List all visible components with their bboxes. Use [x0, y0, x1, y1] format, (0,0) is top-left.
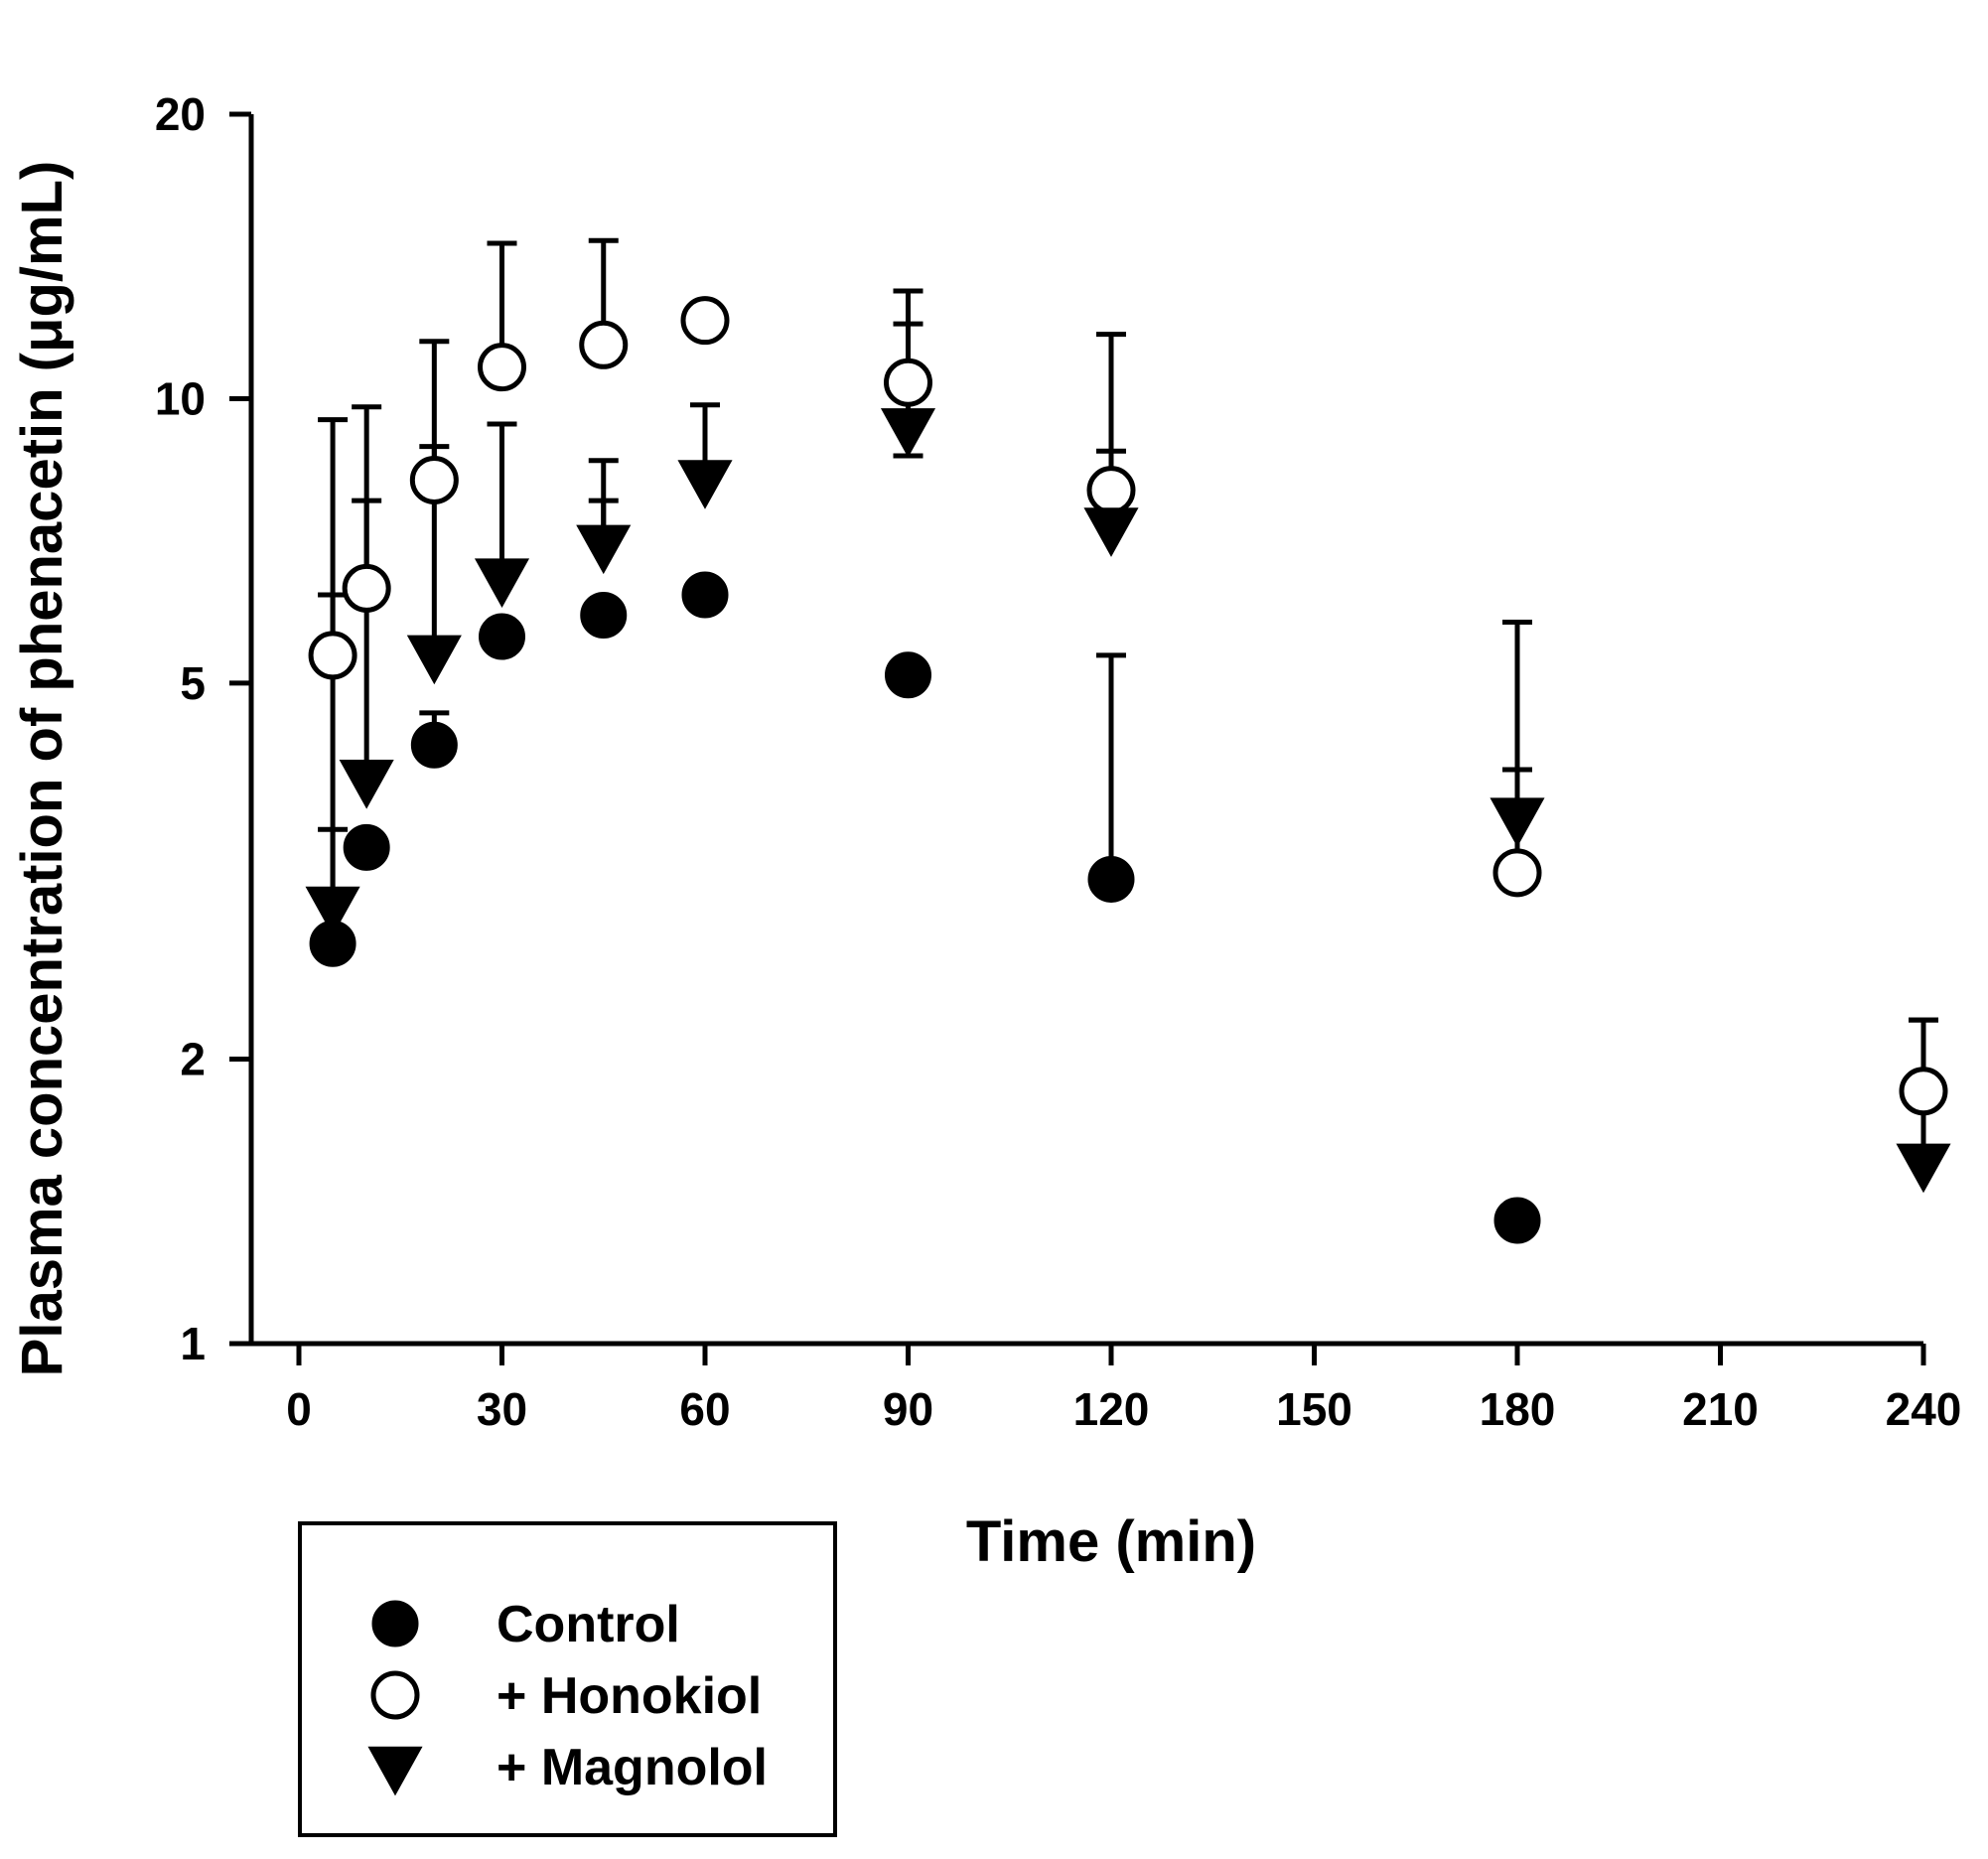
data-point-magnolol	[1896, 1143, 1951, 1194]
data-point-magnolol	[677, 460, 733, 509]
y-ticks: 1 2 5 10 20	[155, 88, 251, 1369]
x-tick-label: 120	[1073, 1383, 1150, 1435]
data-point-magnolol	[1490, 797, 1545, 847]
data-point-control	[1493, 1197, 1541, 1244]
data-point-magnolol	[339, 760, 394, 809]
y-tick-label: 1	[180, 1318, 206, 1369]
x-tick-label: 180	[1480, 1383, 1556, 1435]
data-point-honokiol	[342, 563, 391, 613]
y-tick-label: 2	[180, 1034, 206, 1085]
x-tick-label: 210	[1682, 1383, 1759, 1435]
legend-label-magnolol: + Magnolol	[497, 1739, 768, 1796]
y-tick-label: 10	[155, 372, 206, 424]
data-point-magnolol	[1083, 507, 1139, 557]
data-point-magnolol	[576, 524, 632, 575]
axes: 1 2 5 10 20 0 30 60 90 120 150 180 210 240	[155, 88, 1962, 1435]
legend: Control + Honokiol + Magnolol	[298, 1521, 837, 1837]
data-point-honokiol	[478, 343, 526, 392]
data-point-honokiol	[579, 320, 629, 369]
legend-marker-honokiol	[370, 1670, 420, 1720]
data-point-magnolol	[305, 886, 360, 936]
error-bar-control	[1096, 652, 1126, 880]
data-point-honokiol	[308, 631, 357, 680]
legend-marker-control	[371, 1600, 419, 1647]
data-point-magnolol	[406, 635, 462, 685]
data-point-magnolol	[474, 558, 530, 608]
x-tick-label: 30	[477, 1383, 527, 1435]
data-point-control	[681, 571, 729, 619]
legend-label-honokiol: + Honokiol	[497, 1667, 762, 1725]
legend-items: Control + Honokiol + Magnolol	[367, 1596, 768, 1796]
x-tick-label: 0	[286, 1383, 312, 1435]
data-point-control	[1087, 855, 1135, 903]
error-bar-magnolol	[487, 421, 517, 579]
data-point-control	[343, 823, 390, 871]
y-tick-label: 5	[180, 657, 206, 709]
data-point-honokiol	[1086, 466, 1136, 515]
data-point-magnolol	[880, 408, 936, 458]
data-markers	[305, 296, 1951, 1244]
data-point-honokiol	[1899, 1067, 1948, 1116]
data-point-control	[580, 591, 628, 639]
x-tick-label: 90	[883, 1383, 933, 1435]
data-point-control	[885, 651, 931, 699]
data-point-honokiol	[409, 455, 459, 504]
x-tick-label: 240	[1886, 1383, 1962, 1435]
data-point-honokiol	[884, 358, 932, 407]
legend-marker-magnolol	[367, 1746, 423, 1796]
legend-label-control: Control	[497, 1596, 680, 1653]
data-point-control	[479, 613, 525, 660]
data-point-control	[410, 721, 458, 769]
data-point-honokiol	[680, 296, 730, 346]
x-axis-title: Time (min)	[966, 1509, 1256, 1574]
y-axis-title: Plasma concentration of phenacetin (μg/m…	[10, 161, 74, 1377]
y-tick-label: 20	[155, 88, 206, 140]
x-ticks: 0 30 60 90 120 150 180 210 240	[286, 1344, 1961, 1435]
x-tick-label: 150	[1276, 1383, 1352, 1435]
error-bars	[318, 237, 1938, 1164]
x-tick-label: 60	[679, 1383, 730, 1435]
data-point-honokiol	[1492, 848, 1542, 898]
